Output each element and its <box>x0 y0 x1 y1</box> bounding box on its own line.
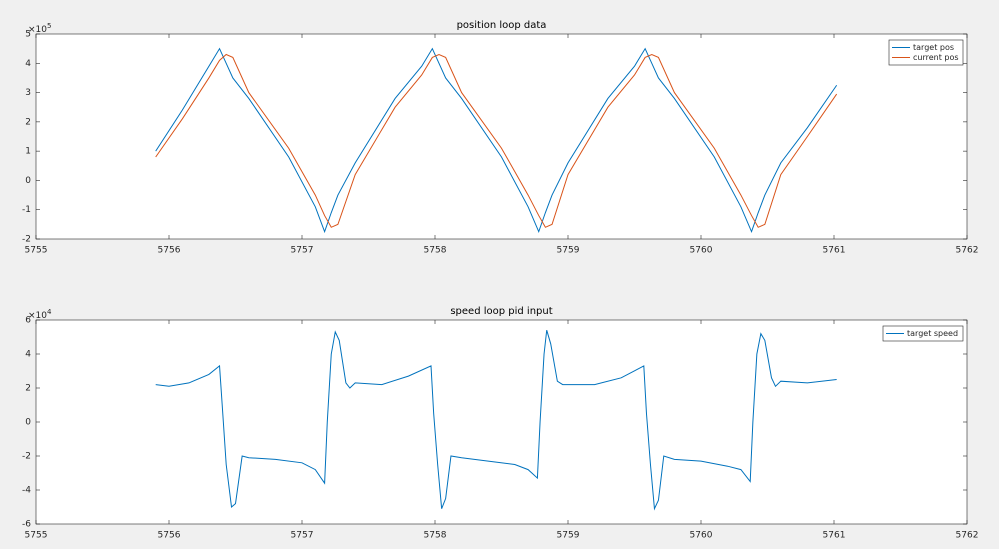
y-tick-label: 4 <box>25 59 31 69</box>
legend-box <box>888 39 964 66</box>
legend-label: target speed <box>907 329 958 338</box>
x-tick-label: 5762 <box>956 531 979 541</box>
series-line <box>155 47 838 234</box>
legend-label: target pos <box>913 43 954 52</box>
y-tick-label: 2 <box>25 117 31 127</box>
y-multiplier: ×104 <box>28 308 52 321</box>
y-tick-label: 3 <box>25 88 31 98</box>
multiplier-base: ×10 <box>28 25 47 35</box>
y-tick-label: 4 <box>25 350 31 360</box>
y-multiplier: ×105 <box>28 22 51 35</box>
y-tick-label: -4 <box>22 486 31 496</box>
y-tick-label: 0 <box>25 176 31 186</box>
x-tick-label: 5761 <box>823 531 846 541</box>
y-tick-label: 2 <box>25 384 31 394</box>
y-tick-label: 0 <box>25 418 31 428</box>
subplot: position loop data ×105 5755 5756 5757 5758 57… <box>22 20 978 256</box>
plot-area <box>35 33 968 240</box>
x-tick-label: 5759 <box>557 246 580 256</box>
x-tick-label: 5756 <box>158 531 181 541</box>
legend-label: current pos <box>913 53 959 62</box>
x-tick-label: 5758 <box>424 531 447 541</box>
x-tick-label: 5760 <box>690 531 713 541</box>
y-tick-label: -6 <box>22 520 31 530</box>
multiplier-exponent: 4 <box>47 308 52 316</box>
chart-title: position loop data <box>457 20 547 31</box>
x-tick-label: 5760 <box>690 246 713 256</box>
series-line <box>155 53 838 228</box>
plot-area <box>35 319 968 525</box>
y-tick-label: 1 <box>25 147 31 157</box>
y-tick-label: 5 <box>25 30 31 40</box>
x-tick-label: 5757 <box>291 531 314 541</box>
multiplier-exponent: 5 <box>47 22 51 30</box>
x-tick-label: 5755 <box>25 246 48 256</box>
x-tick-label: 5759 <box>557 531 580 541</box>
x-tick-label: 5758 <box>424 246 447 256</box>
y-tick-label: -2 <box>22 235 31 245</box>
legend-box <box>882 325 964 342</box>
x-tick-label: 5762 <box>956 246 979 256</box>
x-tick-label: 5757 <box>291 246 314 256</box>
multiplier-base: ×10 <box>28 311 47 321</box>
chart-title: speed loop pid input <box>450 306 552 317</box>
series-line <box>155 330 837 511</box>
y-tick-label: -1 <box>22 205 31 215</box>
x-tick-label: 5761 <box>823 246 846 256</box>
y-tick-label: -2 <box>22 452 31 462</box>
y-tick-label: 6 <box>25 316 31 326</box>
x-tick-label: 5756 <box>158 246 181 256</box>
x-tick-label: 5755 <box>25 531 48 541</box>
